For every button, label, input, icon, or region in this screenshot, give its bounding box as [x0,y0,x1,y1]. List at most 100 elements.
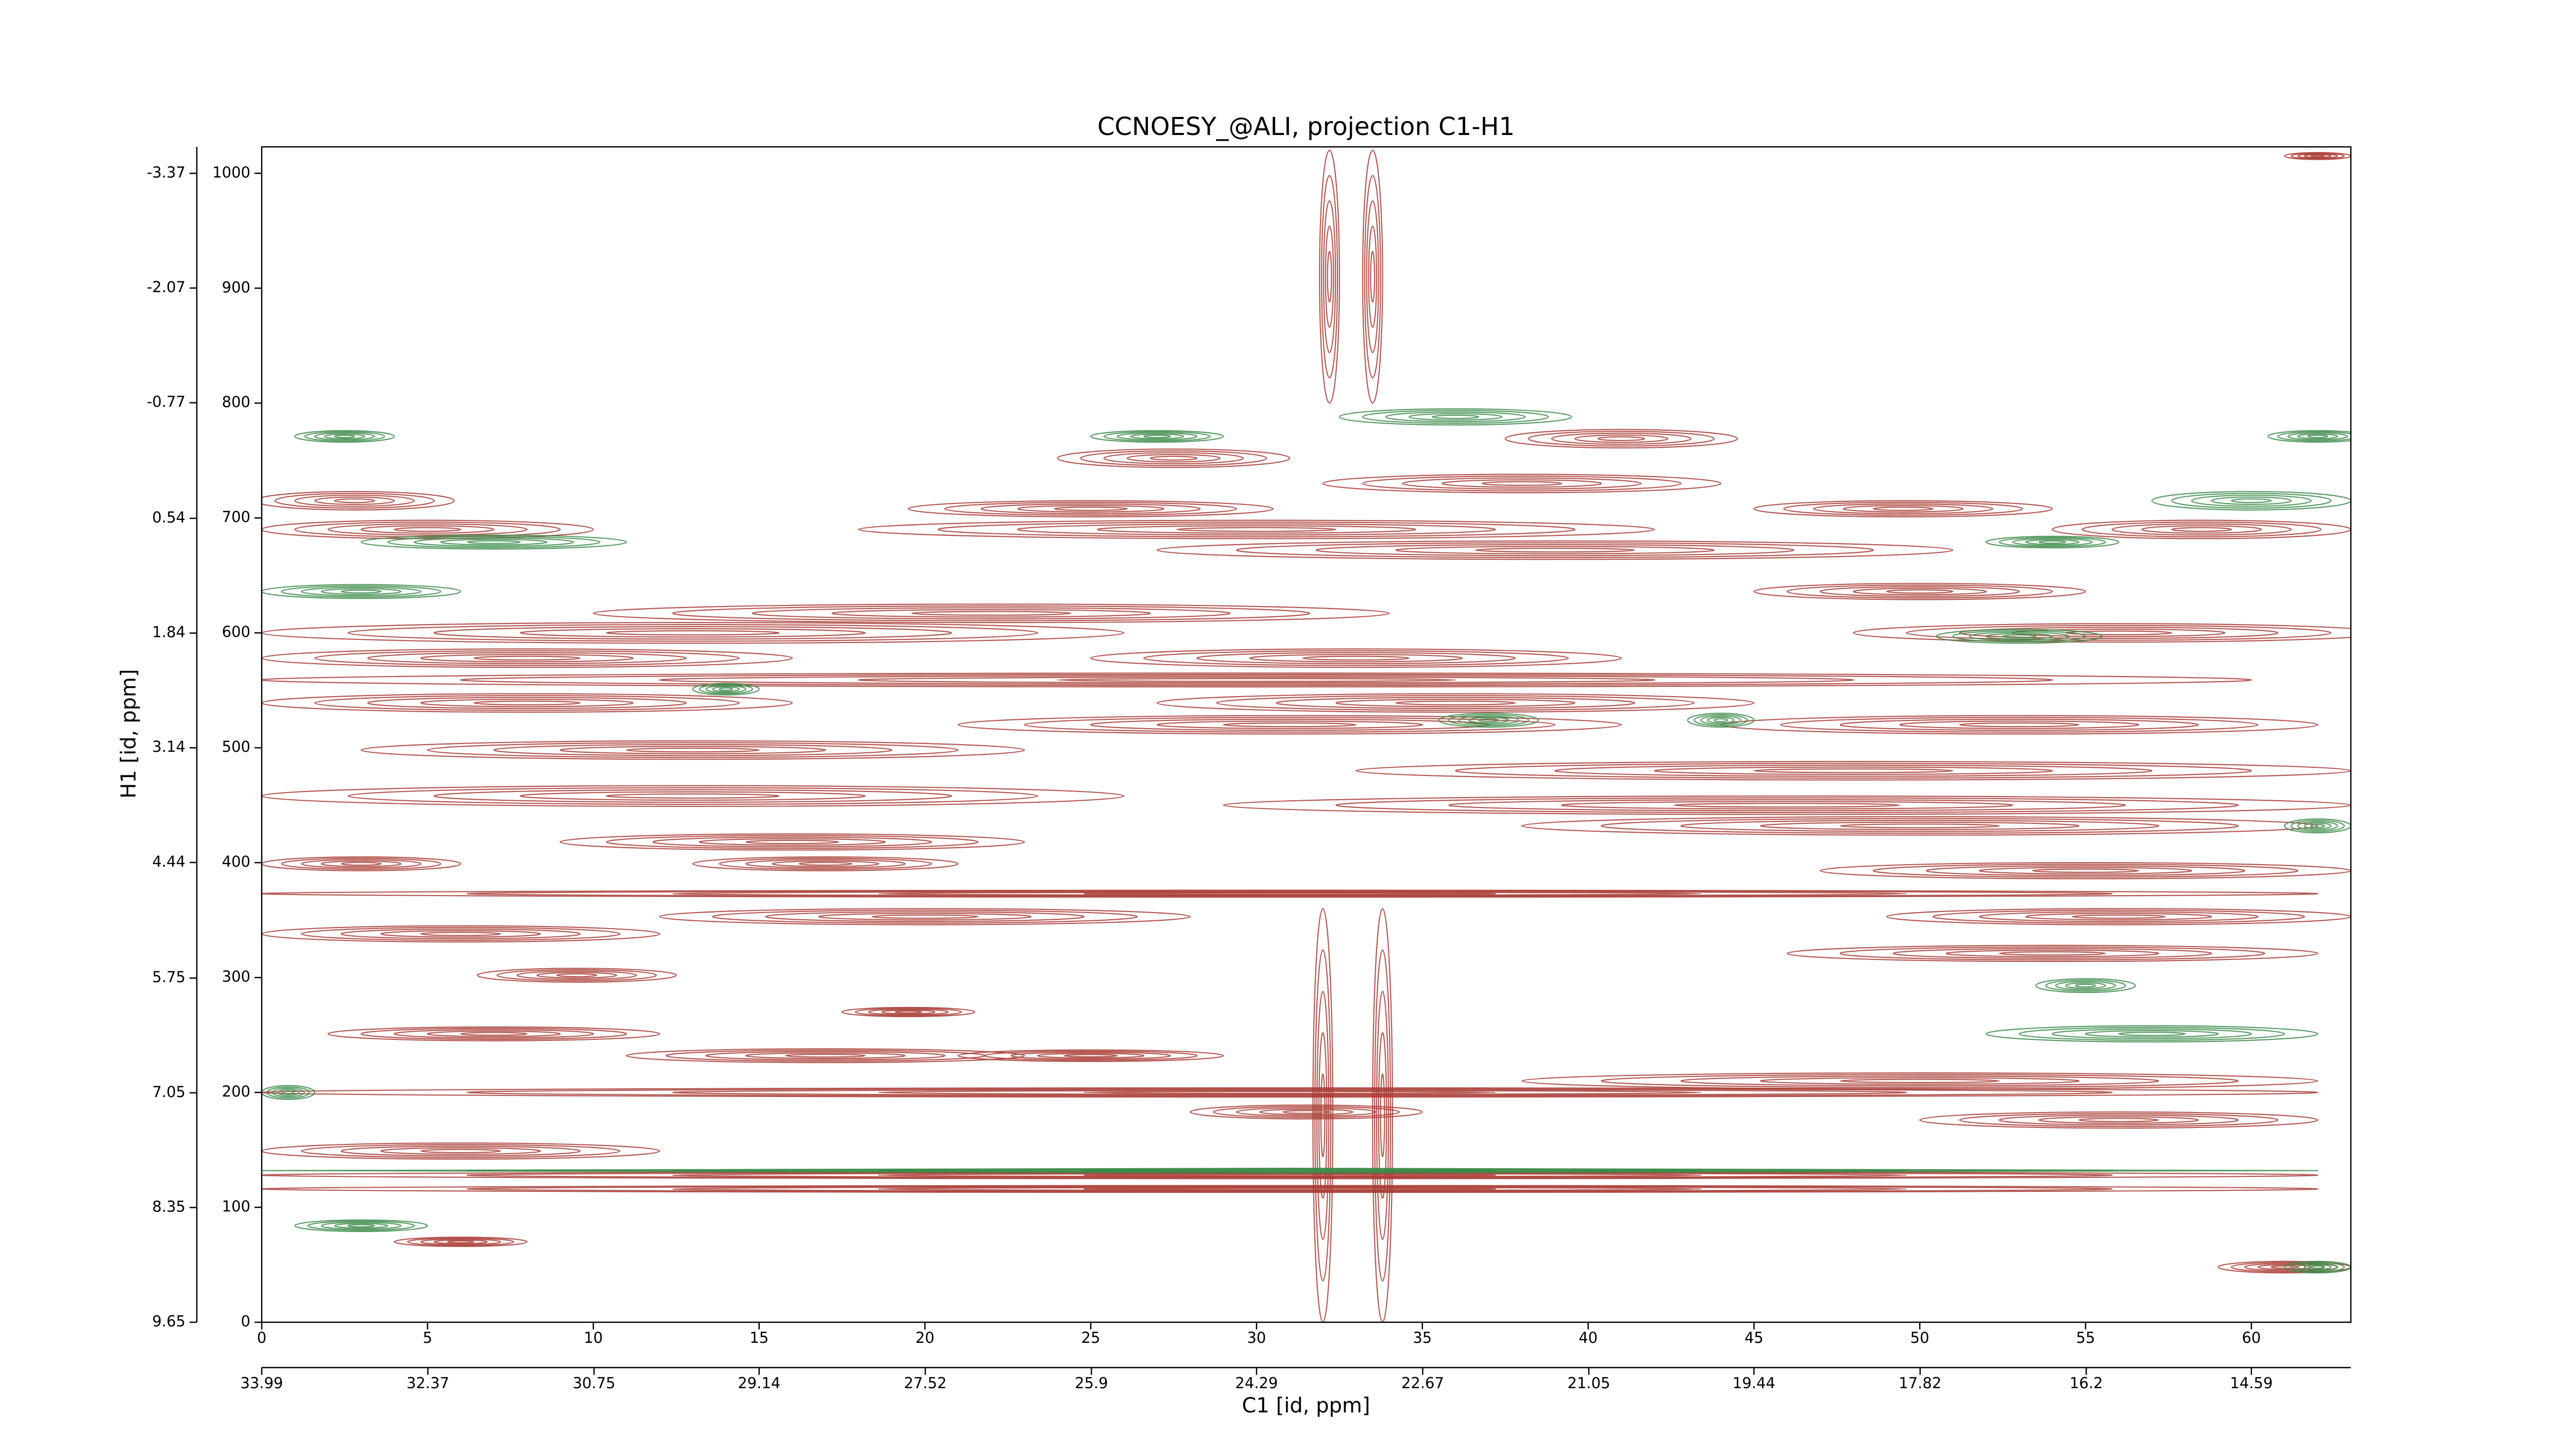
contour-line [420,698,634,707]
y-tick-label: 200 [222,1083,250,1100]
contour-line [1475,547,1635,553]
contour-line [1395,700,1516,705]
contour-line [719,687,734,691]
contour-line [413,537,574,547]
contour-line [1906,625,2332,641]
contour-line [262,1168,2318,1174]
plot-frame [261,146,2352,1323]
contour-line [712,686,740,692]
contour-line [1321,175,1338,379]
x-axis-label: C1 [id, ppm] [1242,1394,1370,1418]
contour-line [394,527,462,532]
contour-line [1932,909,2305,924]
contour-line [652,836,933,848]
contour-line [2310,823,2325,828]
x2-tick-label: 27.52 [904,1374,946,1392]
contour-line [1090,648,1622,668]
contour-line [1873,864,2299,878]
contour-line [1335,797,2239,813]
y2-tick-label: 1.84 [152,624,185,641]
contour-line [1315,544,1794,557]
y-tick-label: 300 [222,968,250,985]
contour-line [1979,867,2193,875]
x-tick-label: 30 [1247,1329,1266,1346]
contour-line [1998,537,2106,548]
contour-line [878,1187,1702,1191]
contour-line [2045,979,2126,992]
contour-line [2118,1032,2186,1036]
contour-line [1839,718,2199,731]
contour-line [466,1088,2113,1097]
contour-line [294,1219,428,1232]
contour-line [1985,633,2053,640]
contour-line [2031,868,2140,873]
contour-line [281,585,442,598]
contour-line [2084,1030,2219,1038]
contour-line [262,622,1125,644]
contour-line [2038,540,2066,544]
contour-line [262,889,2318,898]
chart-title: CCNOESY_@ALI, projection C1-H1 [1097,112,1515,141]
contour-line [2291,1261,2345,1272]
contour-line [2035,978,2136,993]
contour-line [1554,764,2153,777]
contour-line [1551,432,1692,445]
contour-line [2303,822,2332,830]
contour-line [2065,982,2106,989]
contour-line [1780,717,2259,733]
contour-line [625,747,760,753]
contour-line [360,525,495,534]
contour-line [692,856,959,871]
contour-line [262,1185,2318,1193]
contour-line [2052,519,2351,540]
contour-line [1853,587,1987,596]
contour-line [466,890,2113,897]
contour-line [420,653,634,663]
x2-tick-label: 30.75 [572,1374,615,1392]
contour-line [858,519,1655,540]
contour-line [1468,717,1510,724]
contour-line [334,1223,388,1229]
contour-line [433,626,952,640]
contour-line [1130,433,1184,440]
contour-line [1680,819,2159,832]
contour-line [341,589,382,594]
contour-line [1786,584,2053,599]
contour-line [334,434,355,439]
y-tick-label: 0 [241,1312,250,1330]
contour-line [1370,250,1376,303]
contour-line [1478,718,1499,722]
x2-tick-label: 17.82 [1899,1374,1941,1392]
contour-line [308,1220,415,1231]
contour-line [1318,1032,1328,1199]
contour-line [314,432,375,441]
contour-line [314,496,395,505]
contour-line [1673,802,1901,808]
y-tick-label: 1000 [212,163,250,181]
contour-line [2217,1260,2351,1274]
contour-line [1380,1073,1385,1158]
contour-line [1378,1032,1387,1199]
contour-line [1017,505,1164,513]
contour-line [2002,634,2037,638]
contour-line [262,1142,660,1160]
contour-line [1438,713,1539,728]
contour-line [420,1238,501,1245]
contour-line [1362,149,1383,404]
contour-line [871,914,979,919]
x2-tick-label: 33.99 [240,1374,283,1392]
contour-line [1355,761,2351,781]
contour-line [2052,1028,2252,1039]
contour-line [894,1010,922,1014]
contour-line [957,715,1622,735]
contour-line [1820,586,2020,597]
contour-line [1312,908,1334,1322]
contour-line [911,611,1072,616]
contour-line [1213,1106,1400,1118]
contour-line [1853,623,2351,643]
contour-line [1176,527,1337,532]
contour-line [1952,630,2087,643]
contour-line [320,1221,402,1230]
contour-line [496,969,657,982]
contour-line [1839,946,2265,961]
